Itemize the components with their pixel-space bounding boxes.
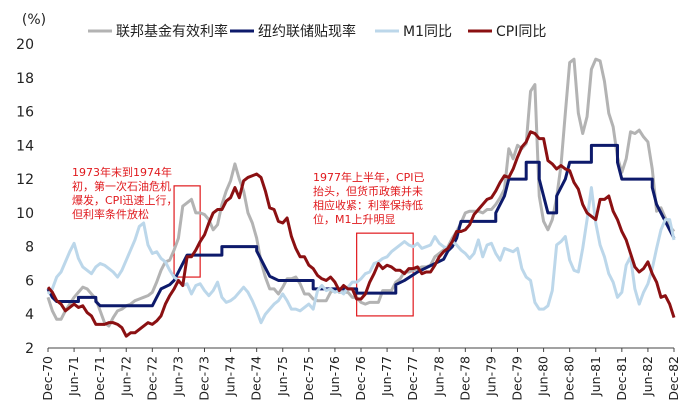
legend-label: M1同比 bbox=[403, 24, 452, 40]
y-tick-label: 14 bbox=[16, 138, 34, 154]
y-tick-label: 4 bbox=[25, 307, 34, 323]
x-tick-label: Dec-72 bbox=[144, 356, 159, 401]
x-tick-label: Dec-77 bbox=[405, 356, 420, 401]
y-tick-label: 2 bbox=[25, 341, 34, 357]
y-tick-label: 8 bbox=[25, 240, 34, 256]
x-tick-label: Dec-80 bbox=[562, 356, 577, 401]
annotation-text: 相应收紧：利率保持低 bbox=[313, 198, 423, 212]
x-tick-label: Jun-75 bbox=[275, 356, 290, 397]
annotation-text: 位，M1上升明显 bbox=[313, 212, 396, 226]
series-line-2 bbox=[46, 143, 676, 308]
y-axis: 2 4 6 8 10 12 14 16 18 20 bbox=[16, 37, 34, 357]
x-tick-label: Jun-77 bbox=[379, 356, 394, 397]
x-tick-label: Jun-74 bbox=[223, 356, 238, 397]
annotation-text: 但利率条件放松 bbox=[72, 207, 149, 221]
y-tick-label: 6 bbox=[25, 273, 34, 289]
annotation-text: 1973年末到1974年 bbox=[72, 165, 172, 179]
x-tick-label: Dec-75 bbox=[301, 356, 316, 401]
x-tick-label: Jun-76 bbox=[327, 356, 342, 397]
y-tick-label: 10 bbox=[16, 206, 34, 222]
y-tick-label: 18 bbox=[16, 71, 34, 87]
series-line-1 bbox=[46, 57, 676, 328]
x-tick-label: Dec-81 bbox=[614, 356, 629, 401]
x-tick-label: Jun-72 bbox=[118, 356, 133, 397]
series-line-3 bbox=[46, 186, 676, 325]
series-layer bbox=[46, 57, 676, 338]
x-tick-label: Dec-78 bbox=[457, 356, 472, 401]
y-tick-label: 20 bbox=[16, 37, 34, 53]
x-tick-label: Jun-71 bbox=[66, 356, 81, 397]
x-tick-label: Dec-82 bbox=[666, 356, 681, 401]
legend-label: 纽约联储贴现率 bbox=[258, 23, 356, 40]
x-tick-label: Dec-73 bbox=[197, 356, 212, 401]
y-tick-label: 16 bbox=[16, 105, 34, 121]
annotation-text: 爆发，CPI迅速上行， bbox=[72, 193, 178, 207]
x-tick-label: Dec-71 bbox=[92, 356, 107, 401]
legend-label: CPI同比 bbox=[496, 24, 546, 40]
x-tick-label: Jun-80 bbox=[536, 356, 551, 397]
x-tick-label: Jun-73 bbox=[170, 356, 185, 397]
y-tick-label: 12 bbox=[16, 172, 34, 188]
series-line-4 bbox=[46, 130, 676, 338]
chart-legend: 联邦基金有效利率 纽约联储贴现率 M1同比 CPI同比 bbox=[88, 23, 546, 40]
x-tick-label: Dec-74 bbox=[249, 356, 264, 401]
annotation-text: 抬头，但货币政策并未 bbox=[313, 184, 423, 198]
x-tick-label: Jun-78 bbox=[431, 356, 446, 397]
x-tick-label: Jun-79 bbox=[483, 356, 498, 397]
legend-label: 联邦基金有效利率 bbox=[116, 23, 228, 40]
y-axis-unit-label: (%) bbox=[22, 12, 46, 28]
x-tick-label: Dec-76 bbox=[353, 356, 368, 401]
x-tick-label: Jun-81 bbox=[588, 356, 603, 397]
x-tick-label: Dec-70 bbox=[40, 356, 55, 401]
annotation-text: 1977年上半年，CPI已 bbox=[313, 170, 425, 184]
x-axis: Dec-70 Jun-71 Dec-71 Jun-72 Dec-72 Jun-73 Dec-… bbox=[40, 347, 681, 401]
annotation-box bbox=[173, 185, 201, 278]
annotation-text: 初，第一次石油危机 bbox=[72, 179, 171, 193]
x-tick-label: Jun-82 bbox=[640, 356, 655, 397]
x-tick-label: Dec-79 bbox=[510, 356, 525, 401]
